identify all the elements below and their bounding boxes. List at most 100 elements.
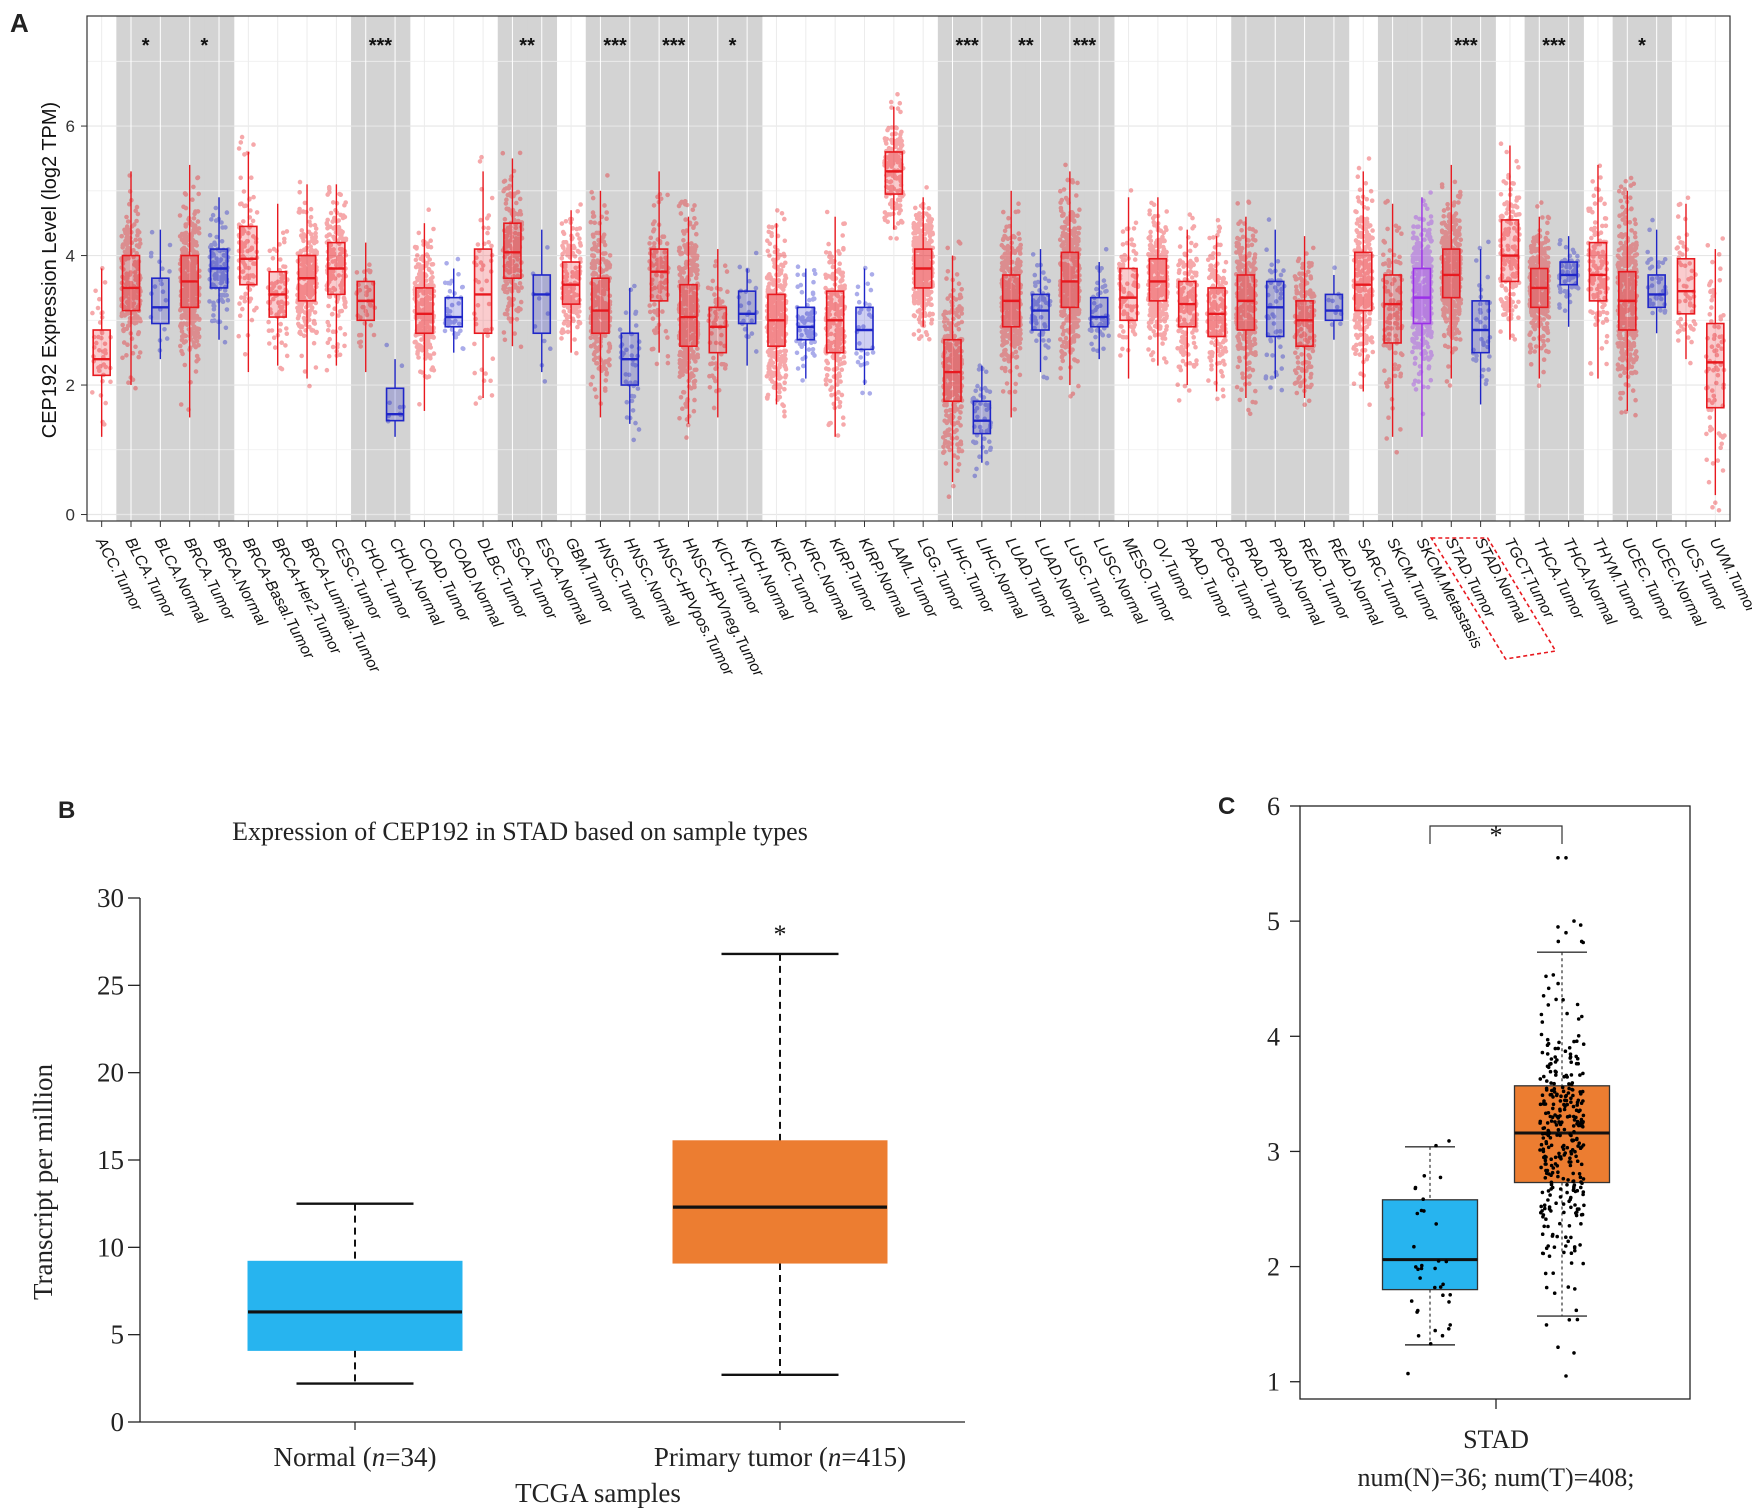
jitter-points-THCA.Tumor (1527, 200, 1552, 389)
box-THYM.Tumor (1588, 241, 1608, 302)
panel-a-y-axis: 0 2 4 6 (66, 117, 87, 525)
panel-c-x-tick-label: STAD (1463, 1425, 1529, 1454)
jitter-points-READ.Tumor (1292, 245, 1317, 407)
panel-c-box-N (1381, 1199, 1479, 1291)
jitter-points-ESCA.Normal (530, 245, 553, 384)
box-LIHC.Normal (972, 400, 992, 435)
box-SARC.Tumor (1353, 251, 1373, 312)
panel-b-box-1 (672, 1140, 888, 1264)
jitter-points-KICH.Normal (736, 250, 759, 354)
box-SKCM.Tumor (1383, 274, 1402, 344)
panel-c-y-tick-label-2: 2 (1267, 1253, 1280, 1282)
jitter-points-BRCA-Her2.Tumor (265, 229, 290, 372)
box-HNSC-HPVpos.Tumor (649, 248, 669, 302)
y-tick-label-6: 6 (66, 117, 75, 136)
panel-b-x-tick-label-0: Normal (n=34) (274, 1442, 437, 1472)
jitter-points-KIRP.Tumor (823, 209, 848, 438)
jitter-points-SARC.Tumor (1351, 156, 1376, 408)
jitter-points-LUAD.Tumor (999, 201, 1024, 412)
panel-b-y-tick-label-30: 30 (97, 883, 124, 913)
box-LUSC.Tumor (1060, 251, 1080, 309)
jitter-points-SKCM.Metastasis (1410, 190, 1434, 417)
panel-c-sample-counts: num(N)=36; num(T)=408; (1357, 1463, 1634, 1492)
panel-c-boxes: * (1381, 821, 1611, 1378)
box-ESCA.Normal (532, 274, 552, 335)
jitter-points-HNSC-HPVneg.Tumor (676, 199, 701, 440)
significance-BLCA.Tumor: * (142, 35, 150, 57)
significance-LIHC.Tumor: *** (955, 35, 979, 57)
box-HNSC-HPVneg.Tumor (679, 283, 698, 347)
panel-c-significance-bracket (1429, 825, 1563, 844)
box-KICH.Normal (737, 290, 757, 325)
jitter-points-LIHC.Normal (970, 363, 994, 479)
significance-BRCA.Tumor: * (200, 35, 208, 57)
box-KIRP.Tumor (825, 290, 845, 354)
box-TGCT.Tumor (1500, 219, 1520, 283)
box-OV.Tumor (1148, 257, 1168, 302)
jitter-points-ESCA.Tumor (500, 150, 525, 350)
box-STAD.Normal (1471, 300, 1490, 354)
panel-a-label: A (10, 8, 29, 38)
jitter-points-MESO.Tumor (1116, 188, 1141, 358)
panel-b-y-axis-label: Transcript per million (28, 1064, 58, 1300)
panel-c-frame (1299, 805, 1691, 1400)
panel-a-x-tick-labels: ACC.TumorBLCA.TumorBLCA.NormalBRCA.Tumor… (92, 521, 1752, 680)
y-tick-label-4: 4 (66, 247, 75, 266)
significance-HNSC.Tumor: *** (603, 35, 627, 57)
jitter-points-THYM.Tumor (1586, 163, 1610, 377)
panel-a-boxes (92, 106, 1725, 496)
panel-b-y-tick-label-15: 15 (97, 1145, 124, 1175)
box-PRAD.Tumor (1236, 274, 1256, 331)
jitter-points-BLCA.Tumor (119, 173, 143, 391)
box-BRCA-Basal.Tumor (239, 225, 258, 286)
panel-b: B Expression of CEP192 in STAD based on … (28, 797, 965, 1508)
jitter-points-BRCA-Basal.Tumor (236, 134, 260, 357)
jitter-points-STAD.Normal (1470, 239, 1493, 387)
jitter-points-SKCM.Tumor (1380, 198, 1405, 455)
jitter-points-PCPG.Tumor (1204, 217, 1229, 402)
panel-c-label: C (1218, 793, 1235, 820)
jitter-points-KIRC.Normal (794, 264, 818, 383)
panel-b-x-axis-label: TCGA samples (515, 1478, 681, 1508)
jitter-points-PAAD.Tumor (1175, 212, 1200, 403)
panel-a-frame (86, 15, 1731, 522)
panel-c-y-tick-label-5: 5 (1267, 907, 1280, 936)
panel-c: C 1 2 3 4 5 6 * STAD num(N)=36; num(T)=408; (1218, 792, 1691, 1492)
box-COAD.Tumor (415, 287, 434, 335)
significance-UCEC.Tumor: * (1638, 35, 1646, 57)
y-tick-label-2: 2 (66, 376, 75, 395)
panel-a-significance-marks: * * *** ** *** *** * *** ** *** *** *** * (142, 35, 1646, 57)
significance-KICH.Tumor: * (729, 35, 737, 57)
panel-c-points-T (1538, 856, 1586, 1378)
significance-ESCA.Tumor: ** (519, 35, 535, 57)
box-ACC.Tumor (92, 329, 111, 377)
box-GBM.Tumor (561, 261, 581, 305)
panel-c-y-tick-label-1: 1 (1267, 1368, 1280, 1397)
box-KICH.Tumor (708, 306, 728, 354)
jitter-points-UVM.Tumor (1703, 236, 1727, 513)
jitter-points-STAD.Tumor (1439, 179, 1464, 388)
box-DLBC.Tumor (473, 248, 493, 335)
significance-CHOL.Tumor: *** (369, 35, 393, 57)
panel-a-y-axis-label: CEP192 Expression Level (log2 TPM) (39, 102, 61, 438)
box-READ.Tumor (1295, 300, 1314, 347)
panel-b-significance: * (774, 920, 787, 949)
panel-b-y-tick-label-0: 0 (111, 1407, 125, 1437)
jitter-points-COAD.Tumor (412, 207, 437, 407)
jitter-points-CHOL.Tumor (354, 262, 378, 349)
jitter-points-GBM.Tumor (559, 202, 584, 356)
panel-b-boxes: * (247, 920, 888, 1385)
jitter-points-UCS.Tumor (1674, 195, 1698, 366)
box-LAML.Tumor (884, 151, 904, 195)
box-PCPG.Tumor (1207, 287, 1226, 338)
box-READ.Normal (1324, 293, 1344, 322)
panel-c-significance: * (1490, 821, 1503, 850)
jitter-points-PRAD.Normal (1263, 217, 1287, 393)
jitter-points-UCEC.Tumor (1615, 175, 1640, 418)
panel-b-y-tick-label-25: 25 (97, 970, 124, 1000)
panel-b-y-tick-label-20: 20 (97, 1058, 124, 1088)
jitter-points-KIRP.Normal (854, 265, 876, 396)
box-COAD.Normal (444, 296, 464, 328)
box-PRAD.Normal (1265, 280, 1285, 338)
